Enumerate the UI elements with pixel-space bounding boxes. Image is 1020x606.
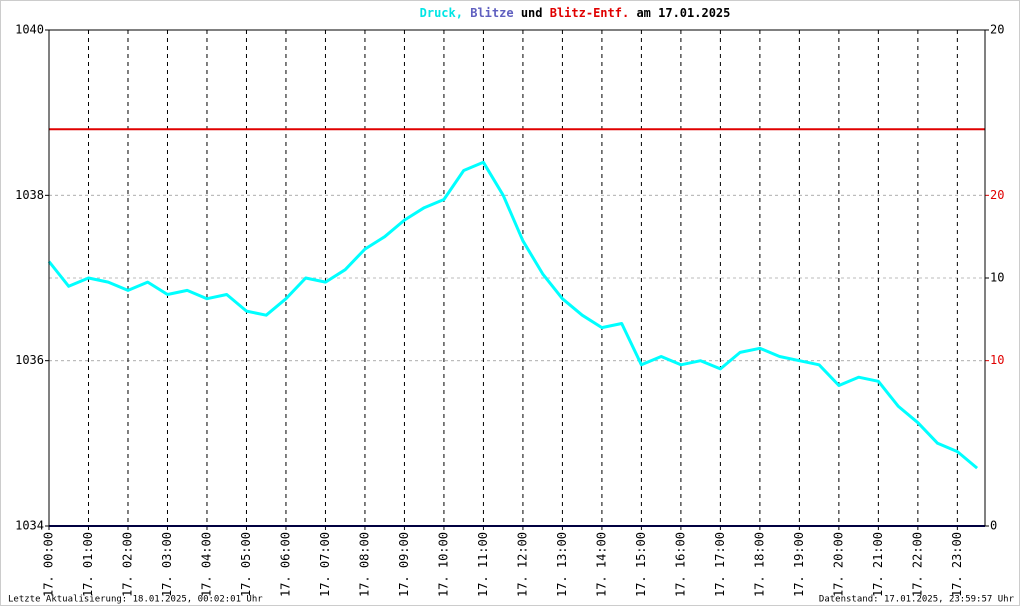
- x-tick-label: 17. 22:00: [910, 532, 924, 597]
- x-tick-label: 17. 09:00: [397, 532, 411, 597]
- title-part: und: [521, 6, 543, 20]
- x-tick-label: 17. 11:00: [476, 532, 490, 597]
- x-tick-label: 17. 08:00: [357, 532, 371, 597]
- footer-left: Letzte Aktualisierung: 18.01.2025, 00:02…: [8, 595, 263, 605]
- x-tick-label: 17. 13:00: [555, 532, 569, 597]
- x-tick-label: 17. 20:00: [831, 532, 845, 597]
- y3-tick-label: 20: [990, 188, 1004, 202]
- plot-frame: [48, 29, 986, 527]
- y-tick-label: 1036: [15, 353, 44, 367]
- x-tick-label: 17. 16:00: [673, 532, 687, 597]
- title-part: Blitze: [470, 6, 513, 20]
- y-tick-label: 1038: [15, 188, 44, 202]
- x-tick-label: 17. 01:00: [81, 532, 95, 597]
- y2-tick-label: 0: [990, 519, 997, 533]
- x-tick-label: 17. 00:00: [42, 532, 56, 597]
- title-part: am 17.01.2025: [636, 6, 730, 20]
- title-part: Blitz-Entf.: [550, 6, 629, 20]
- x-tick-label: 17. 15:00: [634, 532, 648, 597]
- x-tick-label: 17. 10:00: [436, 532, 450, 597]
- x-tick-label: 17. 12:00: [515, 532, 529, 597]
- y3-tick-label: 10: [990, 353, 1004, 367]
- x-tick-label: 17. 06:00: [278, 532, 292, 597]
- pressure-line: [47, 160, 979, 470]
- x-tick-label: 17. 18:00: [752, 532, 766, 597]
- x-tick-label: 17. 03:00: [160, 532, 174, 597]
- x-tick-label: 17. 19:00: [792, 532, 806, 597]
- footer-right: Datenstand: 17.01.2025, 23:59:57 Uhr: [819, 595, 1015, 605]
- y2-tick-label: 20: [990, 23, 1004, 37]
- x-tick-label: 17. 04:00: [199, 532, 213, 597]
- chart-title: Druck, Blitze und Blitz-Entf. am 17.01.2…: [420, 6, 731, 20]
- title-part: Druck,: [420, 6, 463, 20]
- x-tick-label: 17. 05:00: [239, 532, 253, 597]
- x-tick-label: 17. 17:00: [713, 532, 727, 597]
- y2-tick-label: 10: [990, 271, 1004, 285]
- y-tick-label: 1034: [15, 519, 44, 533]
- x-tick-label: 17. 02:00: [120, 532, 134, 597]
- x-tick-label: 17. 14:00: [594, 532, 608, 597]
- y-tick-label: 1040: [15, 23, 44, 37]
- x-tick-label: 17. 07:00: [318, 532, 332, 597]
- x-tick-label: 17. 21:00: [871, 532, 885, 597]
- x-tick-label: 17. 23:00: [950, 532, 964, 597]
